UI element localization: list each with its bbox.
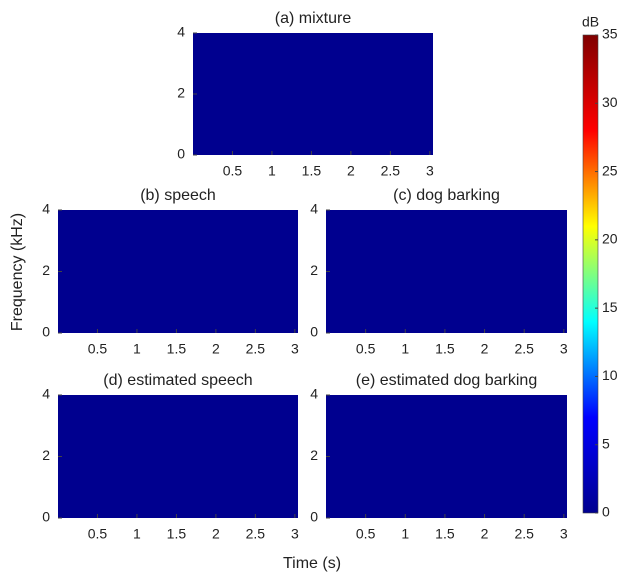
x-tick-label: 1	[133, 341, 141, 357]
y-tick-label: 0	[42, 509, 50, 525]
colorbar-tick-label: 20	[602, 231, 618, 247]
colorbar-tick-label: 0	[602, 504, 610, 520]
panel-title: (e) estimated dog barking	[356, 372, 537, 389]
x-tick-label: 1.5	[167, 341, 187, 357]
y-tick-label: 0	[177, 146, 185, 162]
colorbar	[582, 34, 599, 514]
x-tick-label: 3	[426, 163, 434, 179]
y-tick-label: 2	[42, 262, 50, 278]
panel-title: (c) dog barking	[393, 187, 500, 204]
x-tick-label: 0.5	[223, 163, 243, 179]
y-tick-label: 0	[310, 509, 318, 525]
x-tick-label: 3	[291, 526, 299, 542]
colorbar-tick-label: 35	[602, 26, 618, 42]
panel-title: (a) mixture	[275, 10, 352, 27]
colorbar-label: dB	[582, 14, 599, 30]
x-tick-label: 1.5	[302, 163, 322, 179]
colorbar-tick-label: 15	[602, 299, 618, 315]
x-tick-label: 2.5	[514, 341, 534, 357]
x-tick-label: 2	[481, 341, 489, 357]
x-tick-label: 0.5	[88, 341, 108, 357]
panel-title: (b) speech	[140, 187, 216, 204]
colorbar-tick-label: 5	[602, 435, 610, 451]
x-tick-label: 2	[212, 341, 220, 357]
x-tick-label: 3	[560, 341, 568, 357]
spectrogram-image	[326, 210, 567, 333]
colorbar-tick-label: 25	[602, 162, 618, 178]
y-axis-label: Frequency (kHz)	[9, 213, 26, 331]
y-tick-label: 2	[42, 447, 50, 463]
y-tick-label: 2	[177, 85, 185, 101]
x-tick-label: 1	[268, 163, 276, 179]
x-tick-label: 1	[401, 526, 409, 542]
y-tick-label: 2	[310, 447, 318, 463]
x-tick-label: 1.5	[435, 526, 455, 542]
x-tick-label: 1.5	[167, 526, 187, 542]
y-tick-label: 0	[42, 324, 50, 340]
x-tick-label: 2.5	[381, 163, 401, 179]
colorbar-tick-label: 10	[602, 367, 618, 383]
x-tick-label: 3	[291, 341, 299, 357]
y-tick-label: 4	[177, 24, 185, 40]
y-tick-label: 4	[310, 201, 318, 217]
x-tick-label: 3	[560, 526, 568, 542]
x-tick-label: 1	[133, 526, 141, 542]
y-tick-label: 4	[42, 386, 50, 402]
x-axis-label: Time (s)	[283, 555, 341, 572]
spectrogram-image	[193, 33, 433, 155]
x-tick-label: 0.5	[356, 341, 376, 357]
x-tick-label: 2	[481, 526, 489, 542]
x-tick-label: 0.5	[356, 526, 376, 542]
x-tick-label: 1	[401, 341, 409, 357]
spectrogram-image	[58, 395, 298, 518]
x-tick-label: 2.5	[246, 341, 266, 357]
x-tick-label: 1.5	[435, 341, 455, 357]
y-tick-label: 4	[42, 201, 50, 217]
x-tick-label: 0.5	[88, 526, 108, 542]
colorbar-tick-label: 30	[602, 94, 618, 110]
x-tick-label: 2	[347, 163, 355, 179]
panel-title: (d) estimated speech	[103, 372, 252, 389]
x-tick-label: 2.5	[246, 526, 266, 542]
x-tick-label: 2.5	[514, 526, 534, 542]
x-tick-label: 2	[212, 526, 220, 542]
y-tick-label: 4	[310, 386, 318, 402]
spectrogram-image	[58, 210, 298, 333]
y-tick-label: 0	[310, 324, 318, 340]
y-tick-label: 2	[310, 262, 318, 278]
spectrogram-image	[326, 395, 567, 518]
